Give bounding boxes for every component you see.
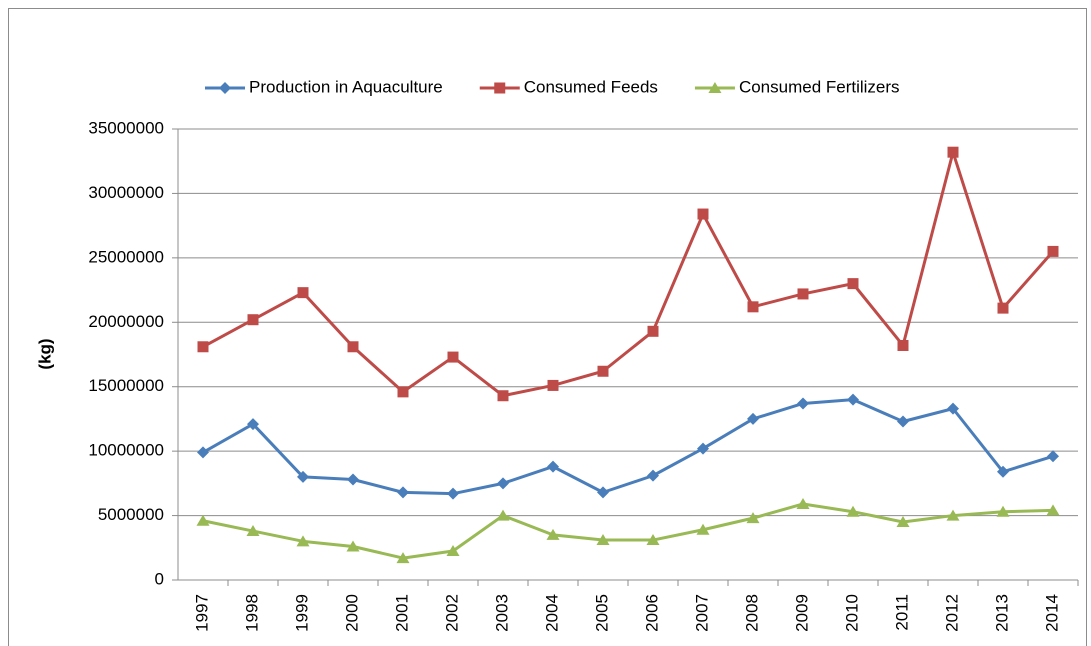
legend-label: Production in Aquaculture [249, 77, 443, 96]
data-point [697, 442, 709, 455]
data-point [496, 509, 510, 521]
data-point [246, 525, 260, 537]
data-point [196, 514, 210, 526]
data-point [197, 446, 209, 459]
data-point [1046, 504, 1060, 516]
x-tick-label: 2010 [842, 594, 861, 632]
x-tick-label: 1998 [242, 594, 261, 632]
y-axis-label: (kg) [35, 338, 54, 369]
x-tick-label: 2002 [442, 594, 461, 632]
data-point [747, 301, 759, 313]
data-point [746, 512, 760, 524]
data-point [247, 314, 259, 326]
data-point [197, 341, 209, 353]
data-point [796, 497, 810, 509]
data-point [397, 386, 409, 398]
x-tick-label: 2003 [492, 594, 511, 632]
data-point [597, 365, 609, 377]
data-point [547, 379, 559, 391]
y-tick-label: 30000000 [88, 183, 164, 202]
data-point [697, 208, 709, 220]
y-tick-label: 5000000 [98, 505, 164, 524]
y-tick-label: 35000000 [88, 118, 164, 137]
data-point [647, 469, 659, 482]
data-point [897, 339, 909, 351]
x-tick-label: 1999 [292, 594, 311, 632]
data-point [296, 535, 310, 547]
data-point [847, 278, 859, 290]
x-tick-label: 2013 [992, 594, 1011, 632]
data-point [346, 540, 360, 552]
data-point [446, 545, 460, 557]
data-point [847, 393, 859, 406]
legend-marker [219, 82, 231, 94]
x-tick-label: 2004 [542, 594, 561, 632]
y-tick-label: 10000000 [88, 441, 164, 460]
data-point [596, 534, 610, 546]
legend-label: Consumed Feeds [524, 77, 658, 96]
x-tick-label: 2007 [692, 594, 711, 632]
data-point [747, 412, 759, 425]
x-tick-label: 2006 [642, 594, 661, 632]
x-tick-label: 2005 [592, 594, 611, 632]
x-tick-label: 2001 [392, 594, 411, 632]
data-point [547, 460, 559, 473]
x-tick-label: 2008 [742, 594, 761, 632]
data-point [946, 509, 960, 521]
legend-marker [708, 82, 722, 93]
data-point [646, 534, 660, 546]
x-tick-label: 2014 [1042, 594, 1061, 632]
x-tick-label: 1997 [192, 594, 211, 632]
series-line [202, 150, 1055, 398]
x-tick-label: 2009 [792, 594, 811, 632]
y-tick-label: 0 [155, 569, 164, 588]
y-tick-label: 15000000 [88, 376, 164, 395]
data-point [996, 505, 1010, 517]
data-point [846, 505, 860, 517]
legend-marker [494, 82, 506, 94]
data-point [447, 351, 459, 363]
data-point [647, 325, 659, 337]
data-point [1047, 450, 1059, 463]
data-point [897, 415, 909, 428]
data-point [1047, 245, 1059, 257]
y-tick-label: 20000000 [88, 312, 164, 331]
data-point [497, 390, 509, 402]
data-point [396, 552, 410, 564]
data-point [997, 465, 1009, 478]
series-line [202, 398, 1054, 496]
data-point [947, 146, 959, 158]
legend-label: Consumed Fertilizers [739, 77, 900, 96]
data-point [896, 516, 910, 528]
y-tick-label: 25000000 [88, 247, 164, 266]
data-point [397, 486, 409, 499]
data-point [546, 528, 560, 540]
data-point [497, 477, 509, 490]
x-tick-label: 2012 [942, 594, 961, 632]
data-point [696, 523, 710, 535]
data-point [297, 470, 309, 483]
data-point [997, 302, 1009, 314]
x-tick-label: 2000 [342, 594, 361, 632]
data-point [797, 397, 809, 410]
data-point [947, 402, 959, 415]
data-point [347, 473, 359, 486]
chart-border [8, 8, 1087, 646]
data-point [297, 287, 309, 299]
series-line [202, 502, 1054, 560]
data-point [247, 418, 259, 431]
data-point [347, 341, 359, 353]
data-point [597, 486, 609, 499]
data-point [797, 288, 809, 300]
data-point [447, 487, 459, 500]
x-tick-label: 2011 [892, 594, 911, 631]
